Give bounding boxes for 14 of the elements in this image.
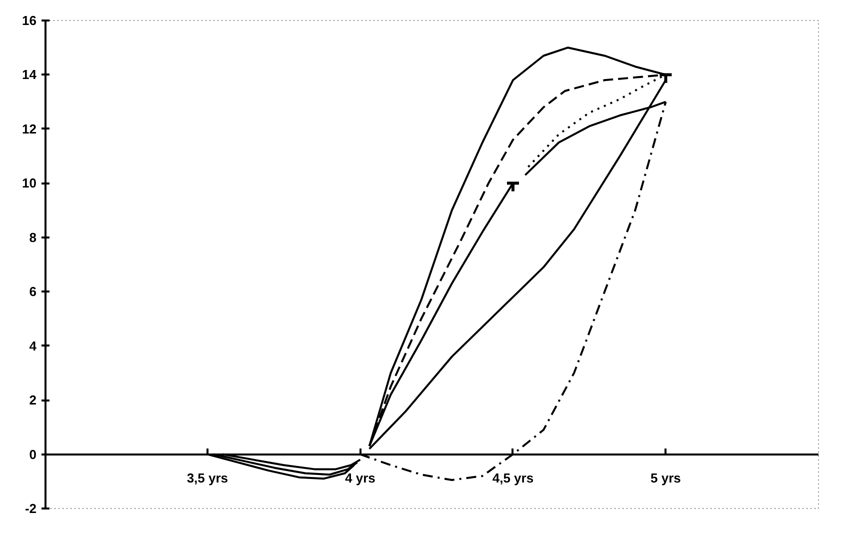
x-tick-label: 5 yrs (650, 470, 681, 486)
y-tick-label: 0 (29, 446, 37, 462)
x-tick-label: 4 yrs (345, 470, 376, 486)
y-tick-label: 10 (22, 176, 37, 191)
x-tick-label: 4,5 yrs (492, 470, 534, 486)
y-tick-label: 6 (29, 284, 37, 300)
x-tick-label: 3,5 yrs (186, 470, 228, 486)
y-tick-label: 4 (29, 338, 38, 354)
y-tick-label: 8 (29, 230, 37, 245)
y-tick-label: 2 (29, 392, 37, 408)
y-tick-label: -2 (24, 501, 37, 516)
y-tick-label: 16 (22, 13, 37, 28)
y-tick-label: 14 (22, 67, 38, 82)
y-tick-label: 12 (22, 121, 37, 136)
